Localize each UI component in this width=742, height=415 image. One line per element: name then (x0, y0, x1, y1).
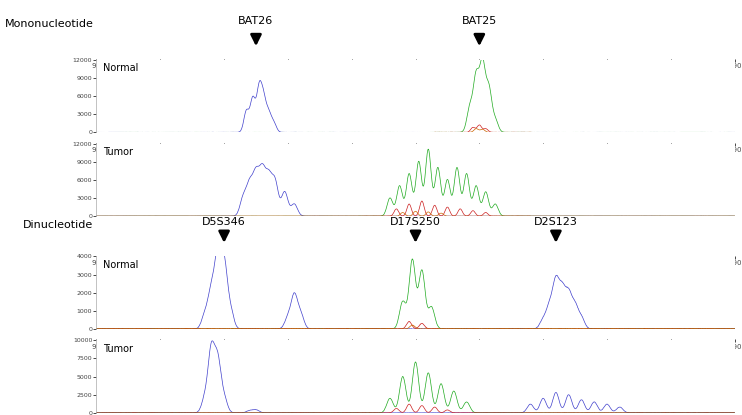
Text: D17S250: D17S250 (390, 217, 441, 227)
Text: D5S346: D5S346 (203, 217, 246, 227)
Text: BAT26: BAT26 (238, 16, 274, 26)
Text: BAT25: BAT25 (462, 16, 497, 26)
Text: Normal: Normal (103, 260, 138, 270)
Text: D2S123: D2S123 (534, 217, 578, 227)
Text: Tumor: Tumor (103, 344, 133, 354)
Text: Normal: Normal (103, 63, 138, 73)
Text: Tumor: Tumor (103, 147, 133, 157)
Text: Mononucleotide: Mononucleotide (4, 19, 93, 29)
Text: Dinucleotide: Dinucleotide (23, 220, 93, 229)
